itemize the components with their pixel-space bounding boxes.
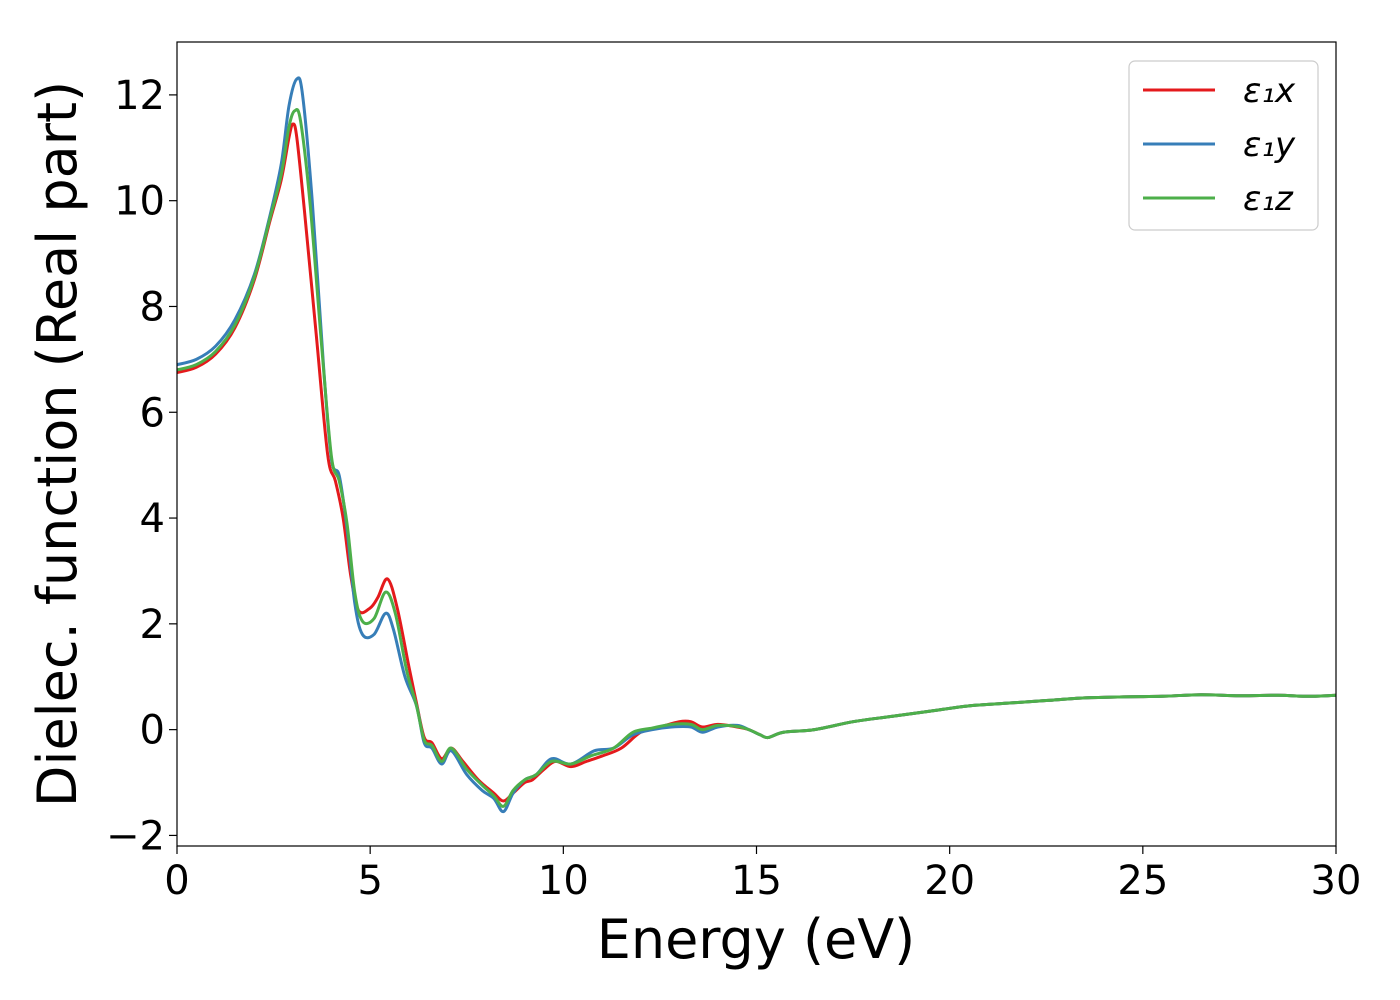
y-tick-label: 0: [140, 708, 165, 754]
y-tick-label: 8: [140, 284, 165, 330]
x-axis-title: Energy (eV): [597, 908, 916, 971]
series-line-e1z: [177, 108, 1336, 808]
x-tick-label: 15: [731, 858, 782, 904]
legend-entry-e1z: ε₁z: [1243, 179, 1294, 219]
x-tick-label: 0: [164, 858, 189, 904]
x-tick-label: 5: [357, 858, 382, 904]
y-axis-title: Dielec. function (Real part): [26, 81, 89, 807]
y-tick-label: 2: [140, 602, 165, 648]
x-tick-label: 25: [1117, 858, 1168, 904]
x-tick-label: 30: [1311, 858, 1362, 904]
legend-entry-e1y: ε₁y: [1243, 125, 1296, 165]
legend: ε₁x ε₁y ε₁z: [1128, 60, 1319, 231]
y-tick-label: 10: [114, 179, 165, 225]
y-tick-label: −2: [106, 813, 165, 859]
y-tick-label: 12: [114, 73, 165, 119]
legend-entry-e1x: ε₁x: [1243, 71, 1296, 111]
y-tick-label: 4: [140, 496, 165, 542]
series-layer: [177, 76, 1336, 814]
y-tick-label: 6: [140, 390, 165, 436]
x-tick-label: 10: [538, 858, 589, 904]
x-axis: 0 5 10 15 20 25 30: [164, 846, 1361, 904]
x-tick-label: 20: [924, 858, 975, 904]
legend-box: [1128, 60, 1319, 231]
y-axis: −2 0 2 4 6 8 10 12: [106, 73, 177, 859]
